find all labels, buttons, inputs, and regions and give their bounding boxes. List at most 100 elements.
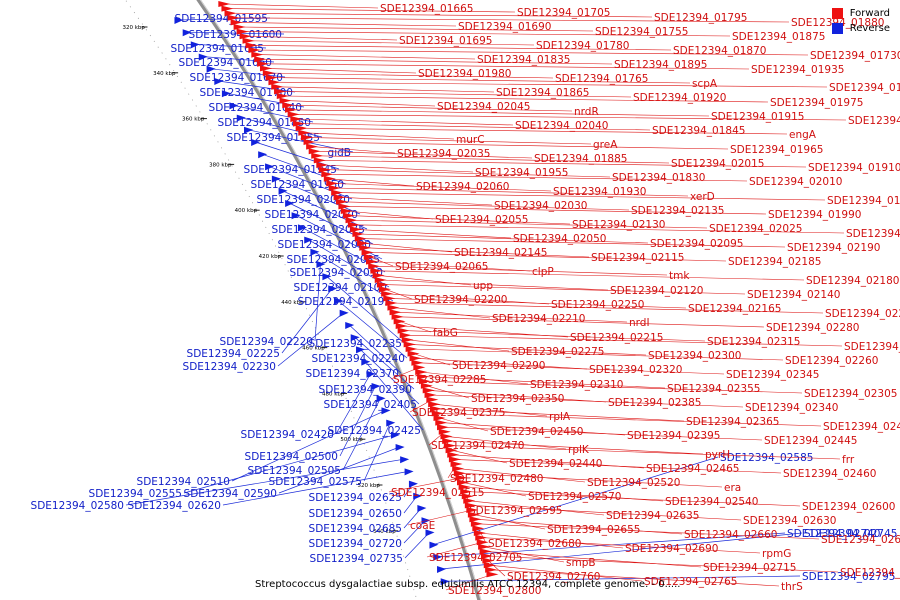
forward-gene-label: SDE12394_01800 (829, 82, 900, 94)
forward-leader (271, 77, 691, 84)
reverse-gene-label: SDE12394_02405 (324, 399, 417, 411)
reverse-gene-label: SDE12394_02220 (220, 336, 313, 348)
reverse-feature (271, 175, 281, 183)
forward-feature (370, 267, 383, 274)
reverse-gene-label: SDE12394_02590 (184, 488, 277, 500)
forward-feature (279, 97, 292, 104)
forward-feature (464, 502, 477, 509)
forward-feature (413, 364, 426, 371)
forward-gene-label: SDE12394_02350 (471, 393, 564, 405)
forward-feature (338, 203, 351, 210)
forward-feature (318, 166, 331, 173)
forward-gene-label: SDE12394_01830 (612, 172, 705, 184)
reverse-gene-label: SDE12394_02625 (309, 492, 402, 504)
forward-leader (319, 160, 807, 168)
forward-gene-label: murC (456, 134, 485, 146)
forward-leader (293, 114, 847, 121)
backbone-highlight (199, 0, 482, 600)
forward-leader (369, 256, 394, 267)
reverse-leader (314, 251, 394, 302)
reverse-feature (278, 187, 288, 195)
forward-leader (403, 330, 706, 342)
forward-gene-label: SDE12394_01865 (496, 87, 589, 99)
forward-feature (476, 539, 489, 546)
forward-feature (395, 323, 408, 329)
forward-feature (311, 152, 324, 159)
forward-gene-label: rplA (549, 411, 571, 423)
forward-feature (284, 106, 297, 113)
reverse-leader (433, 456, 719, 545)
forward-gene-label: SDE12394_02140 (747, 289, 840, 301)
forward-feature (347, 221, 360, 228)
forward-leader (254, 49, 809, 56)
forward-feature (485, 566, 498, 573)
legend-reverse-label: Reverse (849, 23, 890, 34)
reverse-leader (178, 17, 271, 21)
forward-leader (346, 210, 434, 220)
forward-feature (306, 143, 319, 150)
forward-feature (354, 235, 367, 242)
forward-feature (287, 111, 300, 118)
forward-feature (483, 562, 496, 569)
forward-gene-label: SDE12394_02355 (667, 383, 760, 395)
forward-leader (476, 523, 820, 540)
reverse-gene-label: SDE12394_02080 (278, 239, 371, 251)
reverse-gene-label: SDE12394_02075 (272, 224, 365, 236)
forward-feature (295, 125, 308, 132)
reverse-gene-label: SDE12394_02370 (306, 368, 399, 380)
forward-gene-label: SDE12394_01965 (730, 144, 823, 156)
forward-feature (403, 341, 416, 348)
forward-feature (345, 217, 358, 224)
forward-leader (479, 532, 624, 549)
reverse-feature (322, 273, 332, 281)
reverse-feature (390, 431, 400, 439)
forward-leader (459, 472, 723, 488)
forward-feature (429, 405, 442, 412)
forward-feature (328, 185, 341, 191)
forward-gene-label: thrS (781, 581, 803, 593)
forward-leader (236, 22, 457, 27)
reverse-feature (221, 90, 231, 98)
forward-leader (351, 219, 708, 229)
forward-feature (460, 488, 473, 495)
reverse-leader (348, 324, 402, 374)
forward-feature (466, 507, 479, 513)
forward-leader (277, 86, 495, 93)
legend-reverse-swatch (831, 23, 843, 34)
forward-gene-label: SDE12394_02200 (414, 294, 507, 306)
forward-leader (491, 569, 780, 587)
forward-leader (285, 100, 436, 107)
forward-feature (326, 180, 339, 187)
forward-feature (350, 226, 363, 233)
reverse-gene-label: SDE12394_02555 (89, 488, 182, 500)
forward-feature (374, 277, 387, 283)
forward-leader (327, 173, 748, 182)
forward-gene-label: SDE12394_02060 (416, 181, 509, 193)
forward-leader (466, 491, 801, 507)
forward-leader (397, 316, 765, 328)
forward-gene-label: SDE12394_02145 (454, 247, 547, 259)
forward-leader (393, 307, 491, 319)
forward-gene-label: nrdR (574, 106, 599, 118)
forward-gene-label: SDE12394_02115 (591, 252, 684, 264)
forward-leader (230, 12, 653, 18)
reverse-feature (291, 212, 301, 220)
forward-feature (469, 516, 482, 523)
forward-feature (300, 134, 313, 141)
forward-leader (304, 132, 455, 140)
forward-leader (353, 224, 845, 234)
forward-gene-label: SDE12394_01835 (477, 54, 570, 66)
reverse-feature (350, 334, 360, 342)
forward-leader (488, 560, 506, 577)
forward-feature (458, 484, 471, 490)
forward-leader (469, 500, 605, 516)
reverse-feature (429, 541, 439, 549)
forward-leader (324, 169, 611, 178)
legend-forward-swatch (831, 8, 843, 19)
reverse-gene-label: SDE12394_02505 (248, 465, 341, 477)
forward-gene-label: SDE12394_02680 (488, 538, 581, 550)
forward-leader (334, 187, 689, 197)
reverse-leader (444, 575, 801, 582)
legend-reverse: Reverse (831, 23, 890, 34)
forward-gene-label: SDE12394_01705 (517, 7, 610, 19)
